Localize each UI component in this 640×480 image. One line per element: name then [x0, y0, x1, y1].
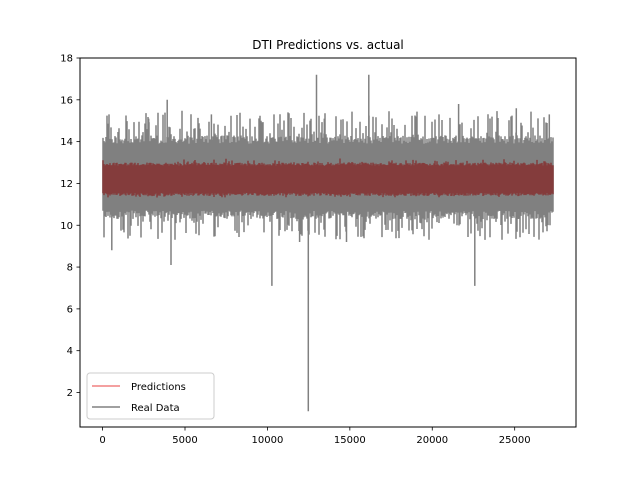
x-tick-label: 15000: [334, 435, 366, 446]
x-tick-label: 20000: [416, 435, 448, 446]
y-tick-label: 12: [60, 179, 73, 190]
legend-label-real-data: Real Data: [131, 403, 180, 414]
series-layer: [102, 74, 554, 412]
y-tick-label: 2: [67, 388, 73, 399]
y-tick-label: 14: [60, 137, 73, 148]
legend-label-predictions: Predictions: [131, 382, 186, 393]
y-axis: 2 4 6 8 10 12 14 16 18: [60, 54, 80, 399]
y-tick-label: 10: [60, 221, 73, 232]
y-tick-label: 4: [67, 346, 73, 357]
plot-frame: [79, 57, 577, 428]
series-predictions: [102, 158, 554, 198]
y-tick-label: 6: [67, 304, 73, 315]
x-tick-label: 10000: [252, 435, 284, 446]
legend: Predictions Real Data: [86, 372, 215, 420]
chart-title: DTI Predictions vs. actual: [252, 38, 404, 52]
y-tick-label: 8: [67, 263, 73, 274]
x-tick-label: 25000: [499, 435, 531, 446]
x-tick-label: 5000: [172, 435, 197, 446]
y-tick-label: 18: [60, 54, 73, 65]
y-tick-label: 16: [60, 95, 73, 106]
x-tick-label: 0: [99, 435, 105, 446]
x-axis: 0 5000 10000 15000 20000 25000: [99, 427, 531, 446]
